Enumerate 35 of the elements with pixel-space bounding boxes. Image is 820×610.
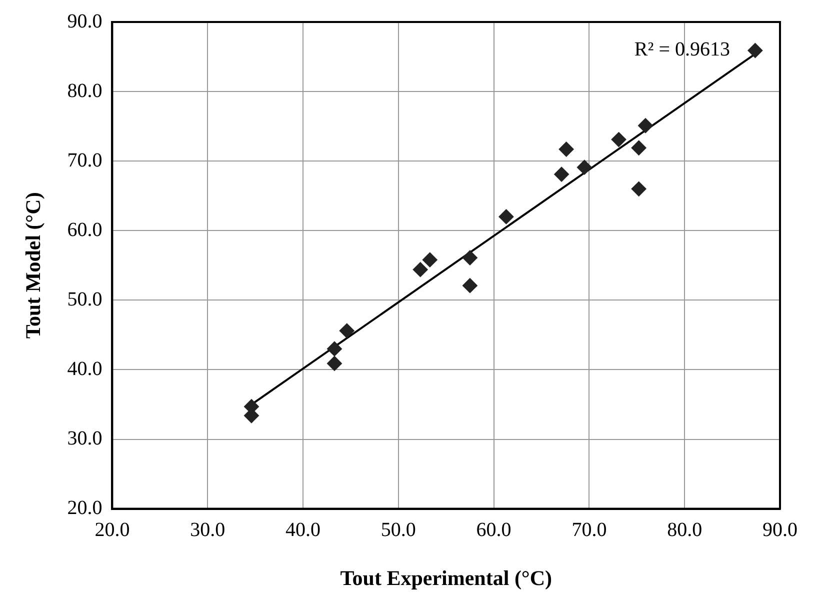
point [326, 341, 342, 356]
x-tick-label: 70.0 [572, 519, 607, 542]
point [554, 166, 570, 182]
y-tick-label: 30.0 [67, 428, 102, 450]
point [558, 142, 574, 157]
y-tick-label: 60.0 [67, 218, 102, 241]
annotation: R² = 0.9613 [634, 38, 730, 60]
x-tick-label: 90.0 [762, 519, 798, 542]
point [748, 43, 763, 58]
point [576, 160, 592, 175]
point [631, 140, 646, 156]
x-tick-label: 50.0 [380, 519, 416, 542]
point [498, 209, 514, 224]
x-tick-label: 30.0 [190, 519, 226, 542]
point [638, 118, 653, 134]
point [422, 252, 438, 268]
point [326, 356, 342, 371]
x-tick-label: 80.0 [667, 519, 702, 542]
point [462, 278, 478, 294]
point [631, 181, 646, 196]
x-tick-label: 60.0 [476, 519, 512, 542]
point [339, 323, 354, 338]
point [611, 132, 626, 148]
x-tick-label: 40.0 [286, 519, 320, 542]
point [462, 250, 478, 266]
y-axis-title: Tout Model (°C) [21, 192, 46, 339]
y-tick-label: 70.0 [67, 149, 102, 172]
y-tick-label: 20.0 [67, 497, 102, 520]
y-tick-label: 80.0 [67, 80, 102, 102]
y-tick-label: 90.0 [67, 10, 102, 32]
x-axis-title: Tout Experimental (°C) [340, 566, 552, 590]
y-tick-label: 50.0 [67, 288, 102, 310]
x-tick-label: 20.0 [94, 519, 130, 542]
y-tick-label: 40.0 [67, 358, 102, 380]
point [412, 262, 428, 278]
